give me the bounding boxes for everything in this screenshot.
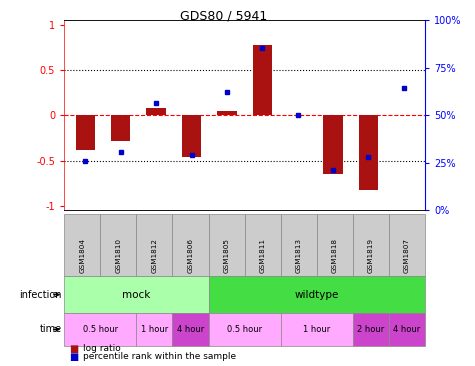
Text: GSM1811: GSM1811 [260,238,266,273]
Text: log ratio: log ratio [83,344,121,353]
Text: 0.5 hour: 0.5 hour [83,325,118,334]
Text: GSM1805: GSM1805 [224,238,229,273]
Text: GSM1819: GSM1819 [368,238,374,273]
Text: 4 hour: 4 hour [177,325,204,334]
Text: infection: infection [19,290,62,300]
Bar [146,108,166,115]
Bar [323,115,343,174]
Bar [359,115,378,190]
Text: 0.5 hour: 0.5 hour [227,325,262,334]
Text: time: time [39,324,62,335]
Bar [76,115,95,150]
Text: GSM1804: GSM1804 [79,238,85,273]
Bar [111,115,131,141]
Text: 2 hour: 2 hour [357,325,385,334]
Text: percentile rank within the sample: percentile rank within the sample [83,352,236,361]
Bar [253,45,272,115]
Text: 1 hour: 1 hour [303,325,331,334]
Text: GSM1807: GSM1807 [404,238,410,273]
Text: GSM1806: GSM1806 [188,238,193,273]
Text: wildtype: wildtype [294,290,339,300]
Text: GSM1810: GSM1810 [115,238,121,273]
Text: GSM1818: GSM1818 [332,238,338,273]
Text: GSM1813: GSM1813 [296,238,302,273]
Text: GDS80 / 5941: GDS80 / 5941 [180,9,267,22]
Text: 4 hour: 4 hour [393,325,421,334]
Text: 1 hour: 1 hour [141,325,168,334]
Bar [217,111,237,115]
Text: mock: mock [122,290,151,300]
Bar [182,115,201,157]
Text: ■: ■ [69,344,78,354]
Text: ■: ■ [69,352,78,362]
Text: GSM1812: GSM1812 [152,238,157,273]
